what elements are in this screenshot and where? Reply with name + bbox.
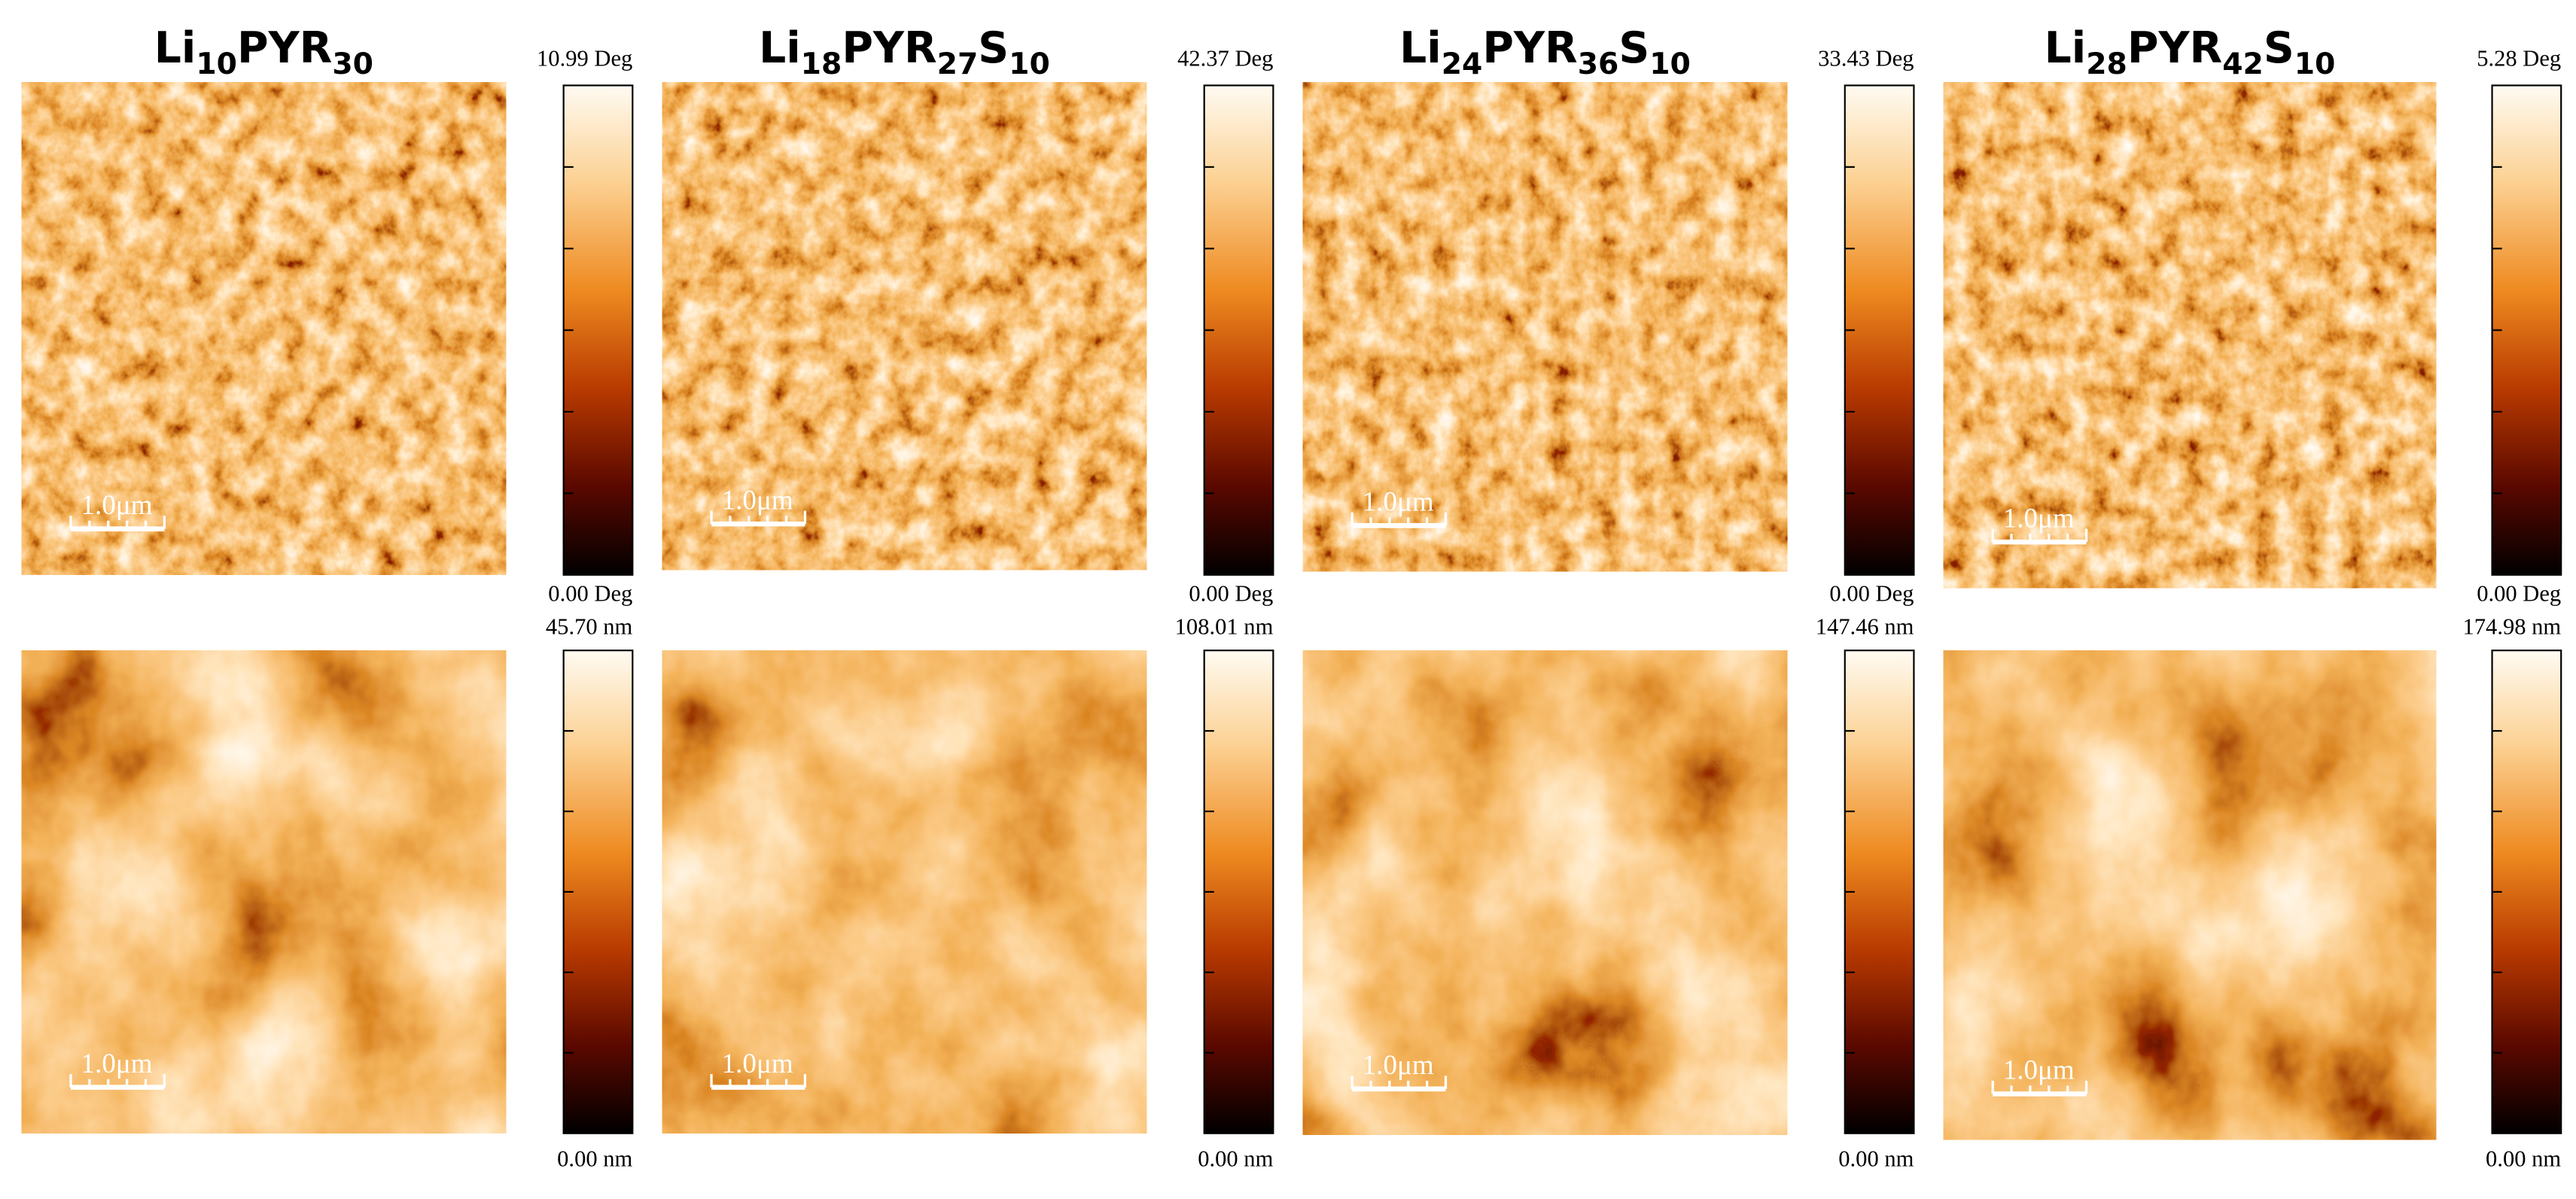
afm-image: [1302, 82, 1788, 572]
afm-image: [21, 650, 507, 1134]
title-part: S: [2264, 23, 2294, 73]
title-part: 30: [332, 47, 373, 81]
afm-image: [662, 650, 1147, 1134]
column-title: Li18PYR27S10: [759, 23, 1050, 81]
column-title: Li24PYR36S10: [1399, 23, 1691, 81]
title-part: 28: [2086, 47, 2127, 81]
colorbar: [1844, 650, 1915, 1134]
title-part: 10: [196, 47, 237, 81]
scale-bar-label: 1.0μm: [1363, 1050, 1434, 1081]
title-part: Li: [1399, 23, 1442, 73]
scale-bar-label: 1.0μm: [81, 490, 153, 521]
colorbar: [562, 84, 634, 576]
title-part: Li: [2045, 23, 2087, 73]
title-part: 42: [2222, 47, 2264, 81]
colorbar: [1203, 84, 1274, 576]
colorbar-min-label: 0.00 Deg: [2477, 581, 2561, 607]
colorbar: [2491, 84, 2562, 576]
colorbar-max-label: 33.43 Deg: [1818, 45, 1914, 71]
title-part: S: [1618, 23, 1649, 73]
colorbar-max-label: 45.70 nm: [546, 613, 633, 639]
title-part: 10: [1649, 47, 1691, 81]
scale-bar-label: 1.0μm: [2003, 503, 2075, 534]
colorbar-max-label: 108.01 nm: [1175, 613, 1274, 639]
colorbar: [562, 650, 634, 1134]
afm-image: [1943, 650, 2437, 1140]
title-part: S: [978, 23, 1009, 73]
afm-image: [1943, 82, 2437, 589]
colorbar-min-label: 0.00 Deg: [1829, 581, 1914, 607]
colorbar-min-label: 0.00 Deg: [1189, 581, 1273, 607]
colorbar-max-label: 147.46 nm: [1816, 613, 1914, 639]
scale-bar-label: 1.0μm: [2003, 1055, 2075, 1086]
afm-image: [1302, 650, 1788, 1135]
colorbar-min-label: 0.00 nm: [1838, 1146, 1914, 1171]
title-part: 18: [801, 47, 842, 81]
title-part: PYR: [237, 23, 332, 73]
scale-bar-label: 1.0μm: [81, 1048, 153, 1079]
title-part: 36: [1578, 47, 1619, 81]
colorbar: [1844, 84, 1915, 576]
colorbar-min-label: 0.00 nm: [557, 1146, 632, 1171]
colorbar-max-label: 174.98 nm: [2463, 613, 2562, 639]
column-title: Li28PYR42S10: [2045, 23, 2336, 81]
title-part: 10: [1009, 47, 1050, 81]
title-part: PYR: [842, 23, 936, 73]
title-part: 27: [937, 47, 979, 81]
colorbar-max-label: 42.37 Deg: [1177, 45, 1273, 71]
colorbar-max-label: 5.28 Deg: [2477, 45, 2561, 71]
colorbar-min-label: 0.00 nm: [1198, 1146, 1273, 1171]
title-part: 24: [1442, 47, 1483, 81]
title-part: PYR: [2127, 23, 2222, 73]
colorbar-min-label: 0.00 nm: [2486, 1146, 2561, 1171]
title-part: 10: [2294, 47, 2336, 81]
colorbar: [2491, 650, 2562, 1134]
afm-image: [662, 82, 1147, 571]
title-part: Li: [759, 23, 801, 73]
afm-image: [21, 82, 507, 575]
scale-bar-label: 1.0μm: [722, 485, 793, 516]
colorbar-min-label: 0.00 Deg: [548, 581, 632, 607]
colorbar-max-label: 10.99 Deg: [537, 45, 632, 71]
title-part: Li: [154, 23, 196, 73]
scale-bar-label: 1.0μm: [722, 1048, 793, 1079]
scale-bar-label: 1.0μm: [1363, 487, 1434, 518]
title-part: PYR: [1482, 23, 1577, 73]
column-title: Li10PYR30: [154, 23, 373, 81]
colorbar: [1203, 650, 1274, 1134]
